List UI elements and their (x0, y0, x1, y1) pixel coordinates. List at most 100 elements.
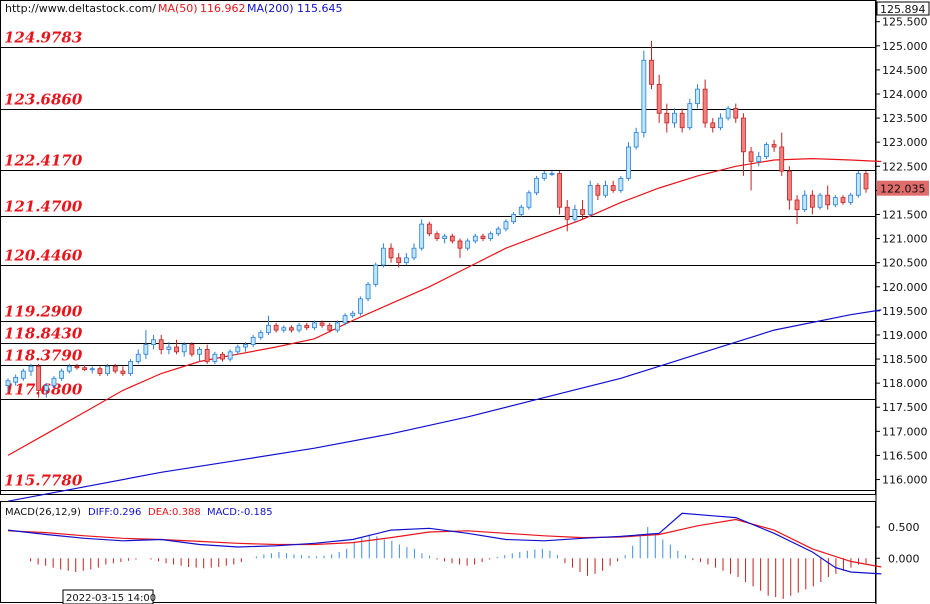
y-tick-label: 117.500 (882, 401, 928, 414)
candle-body (250, 336, 256, 345)
macd-y-tick-label: 0.000 (888, 552, 920, 565)
candle-body (403, 257, 409, 264)
candle-body (327, 324, 333, 331)
candle-body (718, 117, 723, 129)
candle-body (158, 339, 164, 350)
ma50-line (7, 157, 882, 456)
level-label: 121.4700 (4, 198, 83, 216)
candle-body (779, 146, 785, 172)
candle-body (273, 324, 279, 331)
candle-body (465, 240, 471, 249)
candle-body (312, 322, 317, 329)
candle-body (626, 146, 631, 179)
candle-body (633, 132, 639, 148)
ma200-line (7, 309, 882, 502)
main-panel (0, 0, 876, 495)
candle-body (36, 365, 42, 391)
candle-body (426, 223, 432, 235)
candle-body (702, 88, 708, 124)
y-tick-label: 116.000 (882, 474, 928, 487)
candle-body (641, 59, 647, 133)
candle-body (120, 370, 126, 374)
candle-body (511, 214, 517, 223)
candle-body (227, 351, 233, 360)
y-tick-label: 116.500 (882, 449, 928, 462)
candle-body (855, 173, 861, 196)
candle-body (488, 233, 494, 239)
candle-body (649, 59, 654, 85)
candle-body (756, 156, 762, 162)
candle-body (174, 346, 179, 353)
candle-body (59, 370, 65, 379)
candle-body (82, 367, 88, 371)
candle-body (786, 170, 792, 201)
candle-body (181, 344, 187, 353)
candle-body (258, 332, 264, 338)
candle-body (741, 117, 746, 153)
candle-body (411, 247, 417, 259)
candle-body (794, 199, 800, 211)
macd-diff-line (7, 512, 882, 575)
ma200-label: MA(200) (247, 2, 294, 15)
y-tick-label: 117.000 (882, 425, 928, 438)
candle-body (656, 83, 662, 114)
candle-body (89, 368, 95, 371)
candle-body (748, 151, 754, 162)
y-tick-label: 121.500 (882, 208, 928, 221)
y-tick-label: 124.500 (882, 64, 928, 77)
candle-body (212, 353, 218, 362)
candle-body (166, 346, 172, 350)
candle-body (472, 235, 478, 242)
current-price-box (877, 180, 929, 196)
level-label: 120.4460 (4, 247, 83, 265)
y-tick-label: 118.500 (882, 353, 928, 366)
candle-body (687, 103, 693, 129)
candle-body (618, 177, 624, 191)
candle-body (863, 173, 869, 190)
candle-body (771, 144, 777, 148)
candle-body (725, 108, 731, 119)
candle-body (335, 322, 340, 331)
candle-body (220, 353, 225, 360)
candle-body (350, 312, 356, 317)
level-label: 118.8430 (4, 325, 83, 343)
candle-body (518, 206, 524, 215)
candle-body (266, 324, 271, 333)
candle-body (764, 144, 769, 158)
candle-body (832, 197, 838, 206)
y-tick-label: 123.000 (882, 136, 928, 149)
top-price-label: 125.894 (880, 3, 926, 16)
candle-body (97, 368, 103, 374)
candle-body (189, 344, 195, 355)
candle-body (365, 283, 371, 300)
candle-body (66, 365, 72, 372)
candle-body (672, 112, 677, 124)
candle-body (457, 240, 463, 249)
macd-dea-label: DEA:0.388 (148, 507, 201, 518)
y-tick-label: 125.000 (882, 40, 928, 53)
candle-body (74, 365, 80, 369)
level-label: 123.6860 (4, 91, 83, 109)
level-label: 124.9783 (4, 29, 82, 47)
candle-body (51, 377, 57, 386)
time-label-box (62, 589, 154, 604)
candle-body (296, 324, 302, 331)
candle-body (580, 209, 585, 215)
candle-body (848, 194, 854, 203)
candle-body (304, 324, 310, 329)
time-label: 2022-03-15 14:00 (66, 593, 156, 604)
y-tick-label: 123.500 (882, 112, 928, 125)
candle-body (204, 349, 210, 362)
candle-body (710, 122, 716, 129)
candle-body (480, 235, 486, 239)
candles (5, 40, 869, 398)
candle-body (825, 194, 831, 206)
candle-body (289, 327, 294, 331)
y-tick-label: 118.000 (882, 377, 928, 390)
site-url: http://www.deltastock.com/ (5, 2, 156, 15)
y-tick-label: 119.500 (882, 305, 928, 318)
candle-body (43, 385, 49, 391)
candle-body (557, 173, 562, 208)
candle-body (587, 185, 593, 215)
